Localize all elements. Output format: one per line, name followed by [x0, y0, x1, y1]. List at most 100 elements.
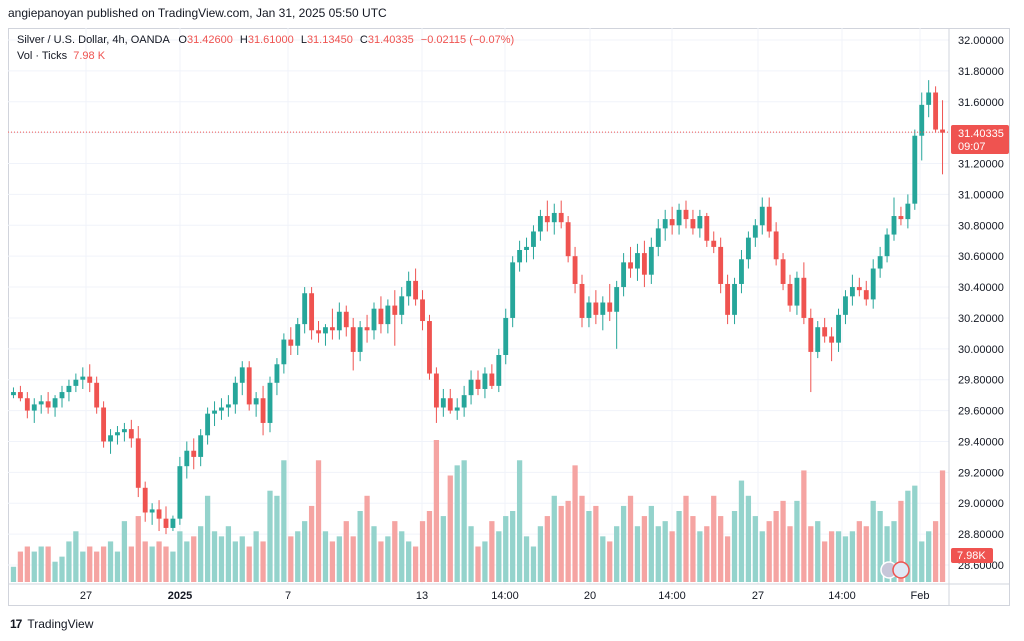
candle-body: [115, 432, 120, 436]
candle-body: [378, 308, 384, 325]
candle-body: [461, 395, 467, 408]
candle-body: [912, 135, 918, 204]
candle-body: [531, 231, 536, 247]
volume-bar: [565, 500, 571, 582]
candle-body: [870, 268, 876, 300]
volume-bar: [350, 536, 356, 582]
volume-bar: [905, 490, 911, 582]
close-label: C: [359, 34, 368, 46]
candle-body: [364, 327, 370, 331]
candle-body: [773, 231, 779, 260]
candle-body: [690, 219, 696, 229]
volume-bar: [412, 546, 419, 582]
volume-bar: [357, 511, 363, 582]
candle-body: [253, 398, 259, 405]
volume-bar: [808, 526, 814, 582]
candle-body: [524, 246, 529, 250]
volume-bar: [204, 495, 211, 582]
volume-bar: [322, 531, 329, 582]
volume-bar: [24, 546, 30, 582]
y-tick-label: 31.00000: [958, 189, 1004, 201]
y-tick-label: 28.80000: [958, 529, 1004, 541]
volume-bar: [38, 546, 44, 582]
volume-bar: [253, 531, 259, 582]
volume-bar: [766, 521, 772, 582]
candle-body: [718, 246, 724, 284]
candle-body: [316, 330, 321, 334]
volume-tag-bg: [951, 548, 993, 563]
candle-body: [66, 385, 72, 393]
candle-body: [52, 398, 58, 408]
volume-bar: [704, 526, 710, 582]
volume-bar: [239, 536, 245, 582]
volume-bar: [683, 495, 689, 582]
tradingview-logo-icon[interactable]: 17: [10, 617, 22, 631]
volume-bar: [655, 526, 661, 582]
x-tick-label: 20: [584, 590, 596, 602]
grid: [8, 28, 949, 584]
volume-bar: [461, 460, 467, 582]
volume-bar: [73, 531, 79, 582]
volume-bar: [135, 516, 141, 582]
volume-bar: [371, 526, 377, 582]
volume-bar: [801, 470, 807, 582]
candle-body: [59, 392, 65, 399]
volume-bar: [551, 495, 557, 582]
candle-body: [926, 92, 932, 105]
volume-bar: [419, 521, 426, 582]
candle-body: [503, 317, 509, 355]
candle-body: [260, 398, 266, 423]
candle-body: [919, 104, 925, 136]
candle-body: [219, 407, 224, 411]
volume-bar: [59, 556, 65, 582]
candle-body: [440, 398, 446, 408]
candle-body: [413, 280, 419, 300]
candle-body: [884, 234, 890, 257]
candle-body: [274, 364, 280, 383]
candle-body: [336, 311, 342, 331]
x-tick-label: 14:00: [658, 590, 686, 602]
candle-body: [614, 287, 620, 312]
volume-bar: [523, 536, 530, 582]
volume-bar: [31, 551, 37, 582]
volume-bar: [378, 541, 384, 582]
candle-body: [198, 435, 204, 457]
volume-bar: [718, 516, 724, 582]
candle-body: [329, 327, 335, 331]
volume-bar: [939, 470, 946, 582]
footer-brand[interactable]: TradingView: [27, 617, 94, 631]
legend-row-symbol: Silver / U.S. Dollar, 4h, OANDA O31.4260…: [17, 34, 518, 46]
candle-body: [849, 287, 855, 297]
candle-body: [905, 203, 911, 220]
volume-bar: [835, 531, 842, 582]
candle-body: [24, 398, 30, 411]
volume-bar: [919, 541, 925, 582]
candle-body: [73, 379, 79, 386]
y-tick-label: 30.60000: [958, 251, 1004, 263]
volume-bar: [932, 521, 939, 582]
volume-bar: [315, 460, 322, 582]
candle-body: [246, 367, 252, 405]
volume-bar: [107, 541, 114, 582]
candle-body: [302, 293, 308, 325]
volume-bar: [274, 495, 280, 582]
candle-body: [641, 253, 647, 275]
candle-body: [80, 376, 86, 380]
candle-body: [565, 222, 571, 257]
candle-body: [163, 518, 169, 528]
candle-body: [121, 429, 127, 433]
candle-body: [593, 302, 599, 315]
candle-body: [142, 487, 148, 513]
volume-bar: [198, 526, 204, 582]
candle-body: [295, 324, 301, 346]
volume-bar: [863, 526, 869, 582]
candle-body: [31, 404, 37, 411]
volume-bar: [669, 531, 675, 582]
candle-body: [655, 228, 661, 247]
volume-bar: [648, 505, 654, 582]
volume-bar: [232, 541, 238, 582]
candle-body: [212, 410, 217, 414]
candle-body: [579, 283, 585, 318]
y-tick-label: 30.80000: [958, 220, 1004, 232]
